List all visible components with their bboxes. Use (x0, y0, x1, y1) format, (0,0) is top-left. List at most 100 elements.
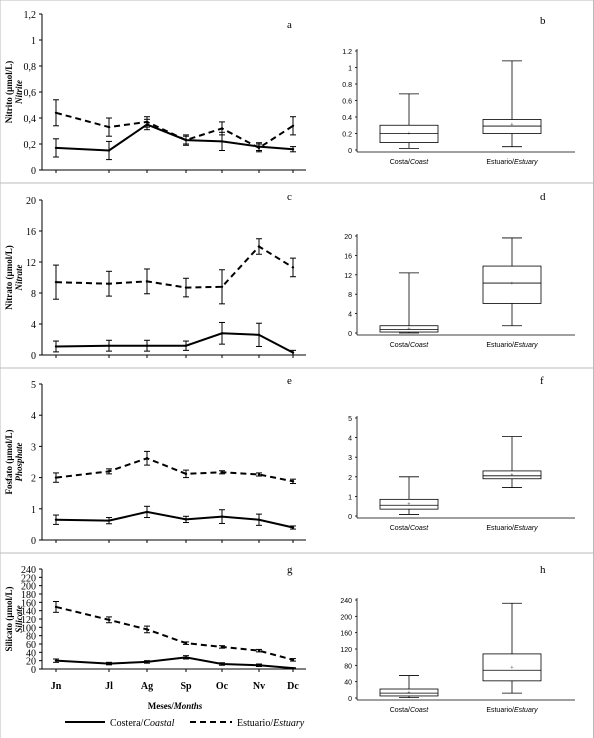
x-tick-label: Dc (287, 681, 299, 692)
data-point (220, 662, 224, 666)
data-point (291, 658, 295, 662)
data-point (257, 245, 261, 248)
data-point (107, 662, 111, 665)
y-tick-label: 0 (348, 696, 352, 703)
y-tick-label: 1,2 (24, 10, 37, 21)
y-tick-label: 180 (21, 590, 36, 601)
y-tick-label: 0 (348, 148, 352, 155)
panel-letter: h (540, 564, 546, 576)
y-axis-label-italic: Nitrite (14, 80, 24, 105)
y-tick-label: 0,6 (24, 88, 37, 99)
y-tick-label: 0,4 (24, 114, 37, 125)
y-tick-label: 60 (26, 640, 36, 651)
data-point (54, 146, 58, 150)
y-tick-label: 16 (344, 253, 352, 260)
box-category-label: Costa/Coast (390, 707, 430, 714)
y-tick-label: 0 (31, 536, 36, 547)
y-axis-label-italic: Phosphate (14, 442, 24, 481)
y-tick-label: 2 (31, 474, 36, 485)
y-tick-label: 0.2 (342, 132, 352, 139)
data-point (220, 645, 224, 649)
y-tick-label: 140 (21, 607, 36, 618)
y-tick-label: 20 (26, 657, 36, 668)
box-estuary: + Estuario/Estuary (482, 602, 542, 714)
data-point (291, 480, 295, 483)
y-tick-label: 4 (31, 320, 36, 331)
box-category-label: Costa/Coast (390, 159, 430, 166)
box-estuary: + Estuario/Estuary (482, 60, 542, 166)
box-category-label: Costa/Coast (390, 525, 430, 532)
box-coast: + Costa/Coast (379, 476, 439, 532)
data-point (54, 518, 58, 521)
data-point (145, 457, 149, 460)
x-axis-label: Meses/Months (148, 701, 203, 711)
box-iqr (482, 653, 542, 682)
box-category-label-italic: Estuary (514, 159, 538, 166)
line-chart-e: 0 1 2 3 4 5 Fosfato (µmol/L) Phosphate e (4, 375, 306, 547)
y-tick-label: 3 (31, 442, 36, 453)
data-point (54, 605, 58, 609)
x-tick-label: Ag (141, 681, 153, 692)
y-tick-label: 80 (26, 632, 36, 643)
y-tick-label: 0,2 (24, 140, 37, 151)
y-tick-label: 3 (348, 455, 352, 462)
series-line (55, 332, 294, 354)
box-mean-marker: + (510, 282, 514, 288)
y-tick-label: 5 (348, 416, 352, 423)
y-tick-label: 1 (348, 494, 352, 501)
y-tick-label: 220 (21, 573, 36, 584)
box-coast: + Costa/Coast (379, 675, 439, 714)
series-estuary (53, 450, 296, 485)
y-tick-label: 20 (344, 234, 352, 241)
data-point (184, 656, 188, 659)
y-tick-label: 80 (344, 663, 352, 670)
box-coast: + Costa/Coast (379, 272, 439, 349)
box-category-label-italic: Coast (410, 342, 429, 349)
data-point (145, 344, 149, 347)
data-point (257, 664, 261, 667)
panel-letter: a (287, 19, 292, 31)
data-point (107, 519, 111, 522)
panel-letter: e (287, 375, 292, 387)
data-point (54, 345, 58, 348)
box-iqr (379, 688, 439, 697)
y-axis-label: Silicato (µmol/L) (4, 587, 14, 652)
y-tick-label: 0 (31, 351, 36, 362)
box-estuary: + Estuario/Estuary (482, 436, 542, 532)
y-tick-label: 12 (344, 273, 352, 280)
y-tick-label: 12 (26, 258, 36, 269)
data-point (291, 666, 295, 670)
data-point (145, 120, 149, 124)
data-point (107, 282, 111, 285)
data-point (184, 138, 188, 142)
data-point (54, 476, 58, 479)
data-point (184, 344, 188, 347)
y-tick-label: 120 (340, 647, 352, 654)
data-point (220, 140, 224, 143)
panel-letter: d (540, 191, 546, 203)
data-point (184, 518, 188, 521)
y-tick-label: 5 (31, 380, 36, 391)
box-iqr (379, 124, 439, 143)
y-tick-label: 1 (31, 505, 36, 516)
y-axis-label-italic: Nitrate (14, 264, 24, 291)
y-tick-label: 160 (340, 631, 352, 638)
y-tick-label: 240 (21, 565, 36, 576)
legend-label-coastal: Costera/Coastal (110, 718, 175, 729)
y-tick-label: 4 (348, 312, 352, 319)
y-tick-label: 1 (348, 66, 352, 73)
y-tick-label: 160 (21, 598, 36, 609)
y-tick-label: 0,8 (24, 62, 37, 73)
data-point (184, 286, 188, 289)
data-point (107, 618, 111, 622)
x-tick-label: Jn (51, 681, 62, 692)
legend-label-estuary-italic: Estuary (272, 718, 305, 729)
box-mean-marker: + (407, 690, 411, 696)
y-tick-label: 20 (26, 196, 36, 207)
x-tick-label: Jl (105, 681, 113, 692)
panel-letter: b (540, 15, 546, 27)
box-mean-marker: + (510, 665, 514, 671)
